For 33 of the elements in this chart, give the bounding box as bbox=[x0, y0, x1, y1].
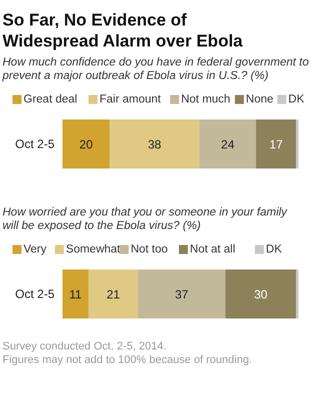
bar bbox=[256, 120, 296, 168]
bar bbox=[138, 270, 226, 318]
chart-subtitle: How much confidence do you have in federal government to prevent a major outbreak of Ebola virus in U.S.? (%) bbox=[2, 56, 309, 82]
data-label: 24 bbox=[221, 138, 235, 152]
y-tick-label: Oct 2-5 bbox=[15, 287, 55, 301]
legend-label: Very bbox=[24, 244, 47, 256]
legend-label: DK bbox=[266, 244, 282, 256]
data-label: 30 bbox=[254, 288, 268, 302]
legend-label: Not at all bbox=[190, 244, 236, 256]
legend-label: Not too bbox=[130, 244, 168, 256]
data-label: 21 bbox=[106, 288, 120, 302]
text: Survey conducted Oct. 2-5, 2014. bbox=[2, 340, 166, 352]
legend-label: Somewhat bbox=[66, 244, 122, 256]
legend-label: DK bbox=[288, 94, 305, 106]
bar bbox=[225, 270, 296, 318]
data-label: 20 bbox=[79, 138, 94, 152]
text: Figures may not add to 100% because of rounding. bbox=[2, 354, 252, 366]
y-tick-label: Oct 2-5 bbox=[15, 137, 55, 151]
bar bbox=[110, 120, 200, 168]
legend-label: Great deal bbox=[24, 94, 78, 106]
bar bbox=[62, 120, 110, 168]
chart-subtitle: How worried are you that you or someone in your family will be exposed to the Ebola virus? (%) bbox=[2, 206, 288, 232]
legend-label: None bbox=[246, 94, 274, 106]
data-label: 17 bbox=[269, 138, 284, 152]
data-label: 37 bbox=[175, 288, 189, 302]
bar bbox=[62, 270, 88, 318]
data-label: 38 bbox=[148, 138, 162, 152]
bar bbox=[88, 270, 138, 318]
legend-label: Not much bbox=[181, 94, 230, 106]
bar bbox=[199, 120, 256, 168]
legend-label: Fair amount bbox=[100, 94, 162, 106]
data-label: 11 bbox=[69, 288, 82, 302]
chart-title: So Far, No Evidence of Widespread Alarm over Ebola bbox=[2, 10, 244, 50]
